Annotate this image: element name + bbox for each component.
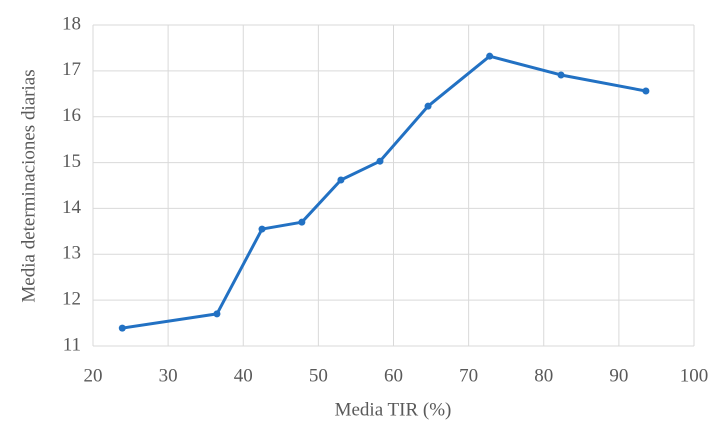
- data-point: [118, 324, 126, 332]
- y-tick-label: 11: [63, 334, 81, 355]
- y-tick-label: 17: [62, 59, 81, 80]
- x-tick-label: 30: [159, 365, 178, 386]
- series-line: [122, 54, 647, 330]
- x-tick-label: 60: [384, 365, 403, 386]
- x-tick-label: 40: [234, 365, 253, 386]
- x-tick-label: 70: [459, 365, 478, 386]
- y-tick-label: 15: [62, 151, 81, 172]
- x-tick-label: 80: [534, 365, 553, 386]
- y-tick-label: 16: [62, 105, 81, 126]
- x-tick-label: 50: [309, 365, 328, 386]
- x-tick-label: 90: [609, 365, 628, 386]
- x-tick-label: 100: [680, 365, 709, 386]
- y-tick-label: 14: [62, 197, 82, 218]
- data-point: [557, 71, 565, 79]
- data-point: [258, 225, 266, 233]
- data-point: [642, 87, 650, 95]
- data-point: [424, 102, 432, 110]
- y-tick-label: 13: [62, 243, 81, 264]
- data-point: [298, 218, 306, 226]
- data-point: [213, 310, 221, 318]
- y-tick-label: 18: [62, 13, 81, 34]
- x-tick-label: 20: [84, 365, 103, 386]
- y-tick-label: 12: [62, 289, 81, 310]
- y-axis-label: Media determinaciones diarias: [18, 69, 39, 302]
- data-point: [376, 157, 384, 165]
- data-point: [486, 52, 494, 60]
- x-axis-label: Media TIR (%): [335, 399, 452, 420]
- data-point: [337, 176, 345, 184]
